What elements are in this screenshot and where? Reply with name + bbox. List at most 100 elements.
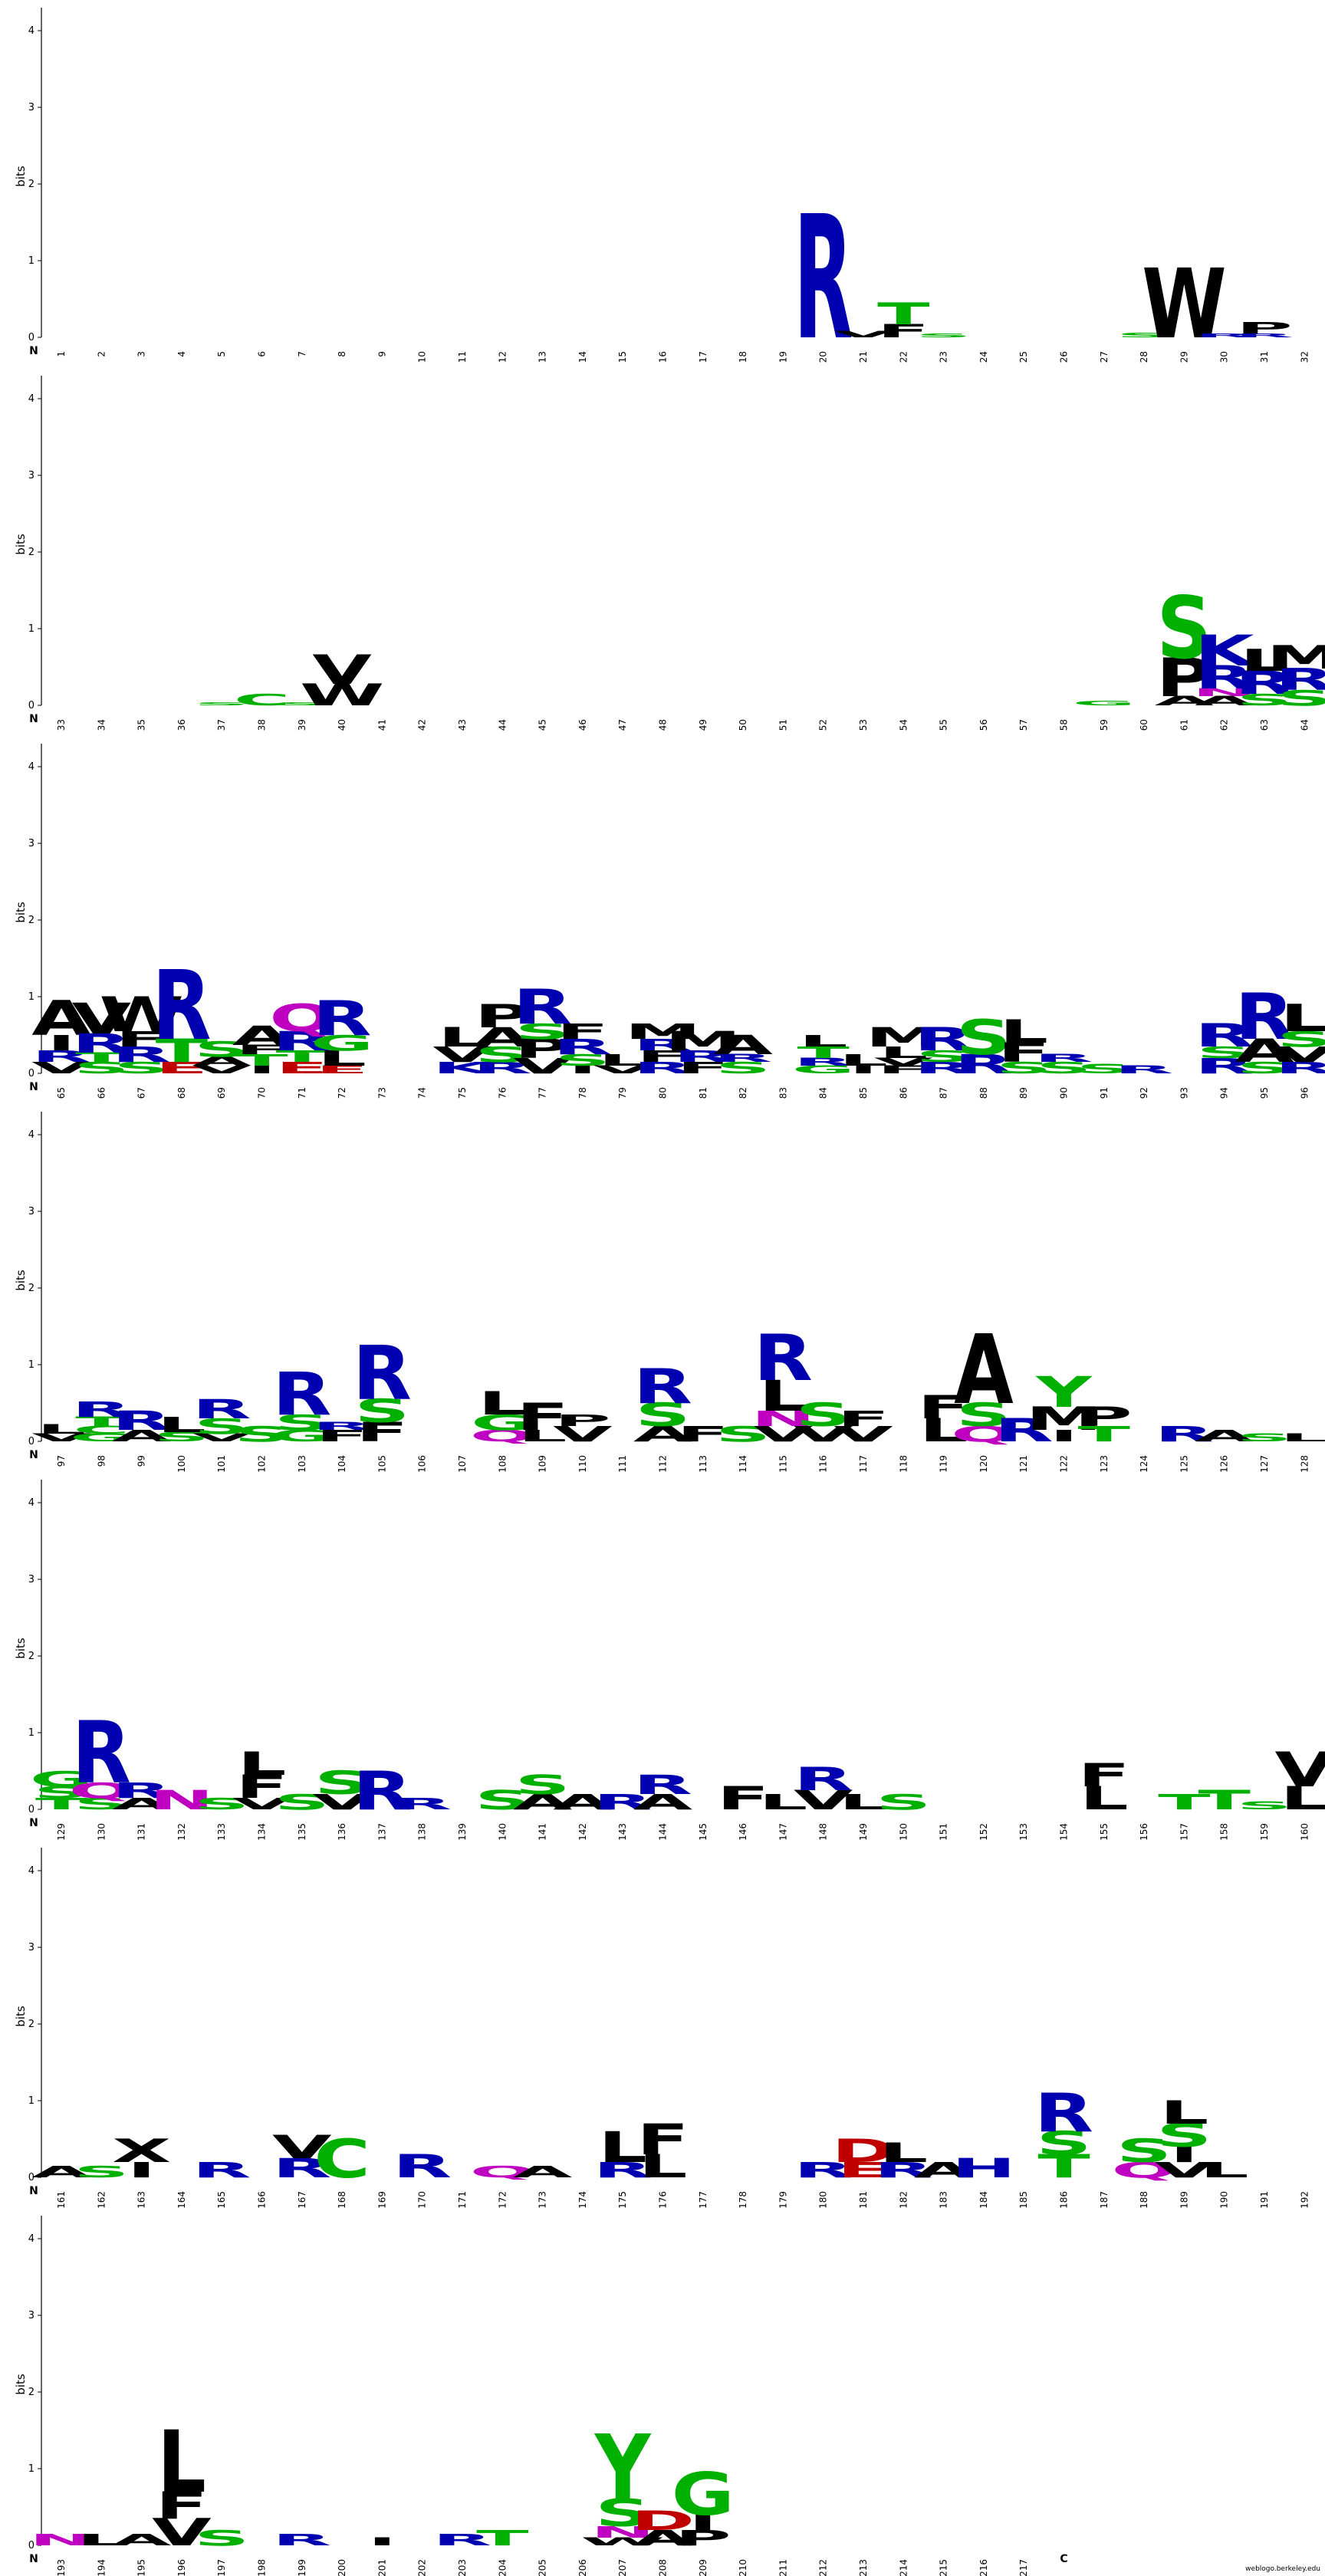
position-label: 163 xyxy=(136,2191,147,2209)
position-label: 153 xyxy=(1018,1823,1029,1841)
residue-glyph: G xyxy=(271,1427,334,1445)
position-label: 18 xyxy=(738,351,748,363)
position-label: 44 xyxy=(497,719,508,731)
y-tick-label: 3 xyxy=(28,470,35,481)
position-label: 48 xyxy=(658,719,669,731)
residue-glyph: L xyxy=(518,1427,567,1445)
position-label: 143 xyxy=(617,1823,628,1841)
position-label: 64 xyxy=(1299,719,1310,731)
residue-glyph: P xyxy=(675,2526,731,2551)
residue-glyph: V xyxy=(152,2511,212,2555)
position-label: 113 xyxy=(698,1455,709,1473)
residue-glyph: S xyxy=(715,1422,771,1447)
residue-glyph: V xyxy=(72,994,132,1043)
residue-glyph: L xyxy=(1159,2095,1208,2131)
position-label: 216 xyxy=(978,2559,989,2576)
position-label: 192 xyxy=(1299,2191,1310,2209)
residue-glyph: V xyxy=(1275,1043,1325,1067)
residue-glyph: R xyxy=(1034,1052,1093,1064)
position-label: 23 xyxy=(939,351,949,363)
residue-glyph: L xyxy=(839,1051,888,1070)
residue-glyph: S xyxy=(956,1397,1011,1434)
residue-glyph: V xyxy=(31,1059,91,1077)
residue-glyph: S xyxy=(1277,686,1325,711)
residue-glyph: L xyxy=(1280,997,1325,1040)
residue-glyph: A xyxy=(1195,1427,1254,1445)
y-tick-label: 0 xyxy=(28,700,35,711)
position-label: 105 xyxy=(376,1455,387,1473)
y-tick-label: 1 xyxy=(28,1727,35,1739)
residue-glyph: G xyxy=(792,1063,855,1076)
footer-credit: weblogo.berkeley.edu xyxy=(1245,2565,1320,2573)
y-tick-label: 4 xyxy=(28,1865,35,1877)
residue-glyph: R xyxy=(593,1790,653,1815)
y-tick-label: 2 xyxy=(28,1651,35,1662)
y-axis-title: bits xyxy=(14,166,28,187)
n-terminus-label: N xyxy=(29,345,38,357)
residue-glyph: V xyxy=(192,1063,252,1076)
residue-glyph: F xyxy=(235,1769,288,1806)
residue-glyph: N xyxy=(1192,686,1257,698)
residue-glyph: L xyxy=(1280,1780,1325,1817)
position-label: 55 xyxy=(939,719,949,731)
position-label: 145 xyxy=(698,1823,709,1841)
residue-glyph: R xyxy=(954,1049,1013,1080)
position-label: 9 xyxy=(376,351,387,357)
residue-glyph: R xyxy=(473,1059,532,1077)
position-label: 125 xyxy=(1179,1455,1189,1473)
residue-glyph: L xyxy=(758,1790,807,1815)
position-label: 19 xyxy=(778,351,788,363)
residue-glyph: T xyxy=(1078,1422,1130,1447)
position-label: 49 xyxy=(698,719,709,731)
residue-glyph: T xyxy=(1037,2148,1090,2185)
position-label: 13 xyxy=(538,351,548,363)
residue-glyph: R xyxy=(1195,1054,1254,1079)
residue-glyph: R xyxy=(1235,333,1294,339)
position-label: 157 xyxy=(1179,1823,1189,1841)
position-label: 76 xyxy=(497,1087,508,1099)
y-tick-label: 2 xyxy=(28,2019,35,2030)
residue-glyph: S xyxy=(595,2492,650,2535)
position-label: 175 xyxy=(617,2191,628,2209)
residue-glyph: T xyxy=(75,1050,127,1064)
residue-glyph: R xyxy=(272,2531,331,2549)
residue-glyph: A xyxy=(633,1422,693,1447)
y-tick-label: 0 xyxy=(28,2540,35,2551)
position-label: 25 xyxy=(1018,351,1029,363)
y-tick-label: 0 xyxy=(28,1804,35,1815)
residue-glyph: R xyxy=(794,1761,853,1798)
residue-glyph: A xyxy=(513,1790,573,1815)
position-label: 152 xyxy=(978,1823,989,1841)
residue-glyph: F xyxy=(636,2115,689,2164)
residue-glyph: Q xyxy=(470,2163,535,2181)
residue-glyph: G xyxy=(70,1431,133,1444)
position-label: 151 xyxy=(939,1823,949,1841)
residue-glyph: N xyxy=(150,1785,214,1816)
position-label: 128 xyxy=(1299,1455,1310,1473)
position-label: 181 xyxy=(858,2191,869,2209)
residue-glyph: V xyxy=(874,1056,934,1068)
position-label: 118 xyxy=(898,1455,909,1473)
position-label: 178 xyxy=(738,2191,748,2209)
y-tick-label: 2 xyxy=(28,547,35,558)
residue-glyph: R xyxy=(673,1047,732,1066)
residue-glyph: F xyxy=(677,1422,729,1447)
y-tick-label: 4 xyxy=(28,1497,35,1509)
residue-glyph: T xyxy=(35,1795,87,1813)
position-label: 94 xyxy=(1219,1087,1230,1099)
residue-glyph: R xyxy=(313,991,372,1046)
position-label: 20 xyxy=(818,351,829,363)
residue-glyph: S xyxy=(1116,2133,1172,2170)
residue-glyph: S xyxy=(916,1047,972,1066)
y-tick-label: 3 xyxy=(28,838,35,849)
residue-glyph: S xyxy=(275,1790,330,1815)
position-label: 214 xyxy=(898,2559,909,2576)
position-label: 3 xyxy=(136,351,147,357)
residue-glyph: R xyxy=(112,1043,171,1067)
position-label: 211 xyxy=(778,2559,788,2576)
position-label: 137 xyxy=(376,1823,387,1841)
residue-glyph: E xyxy=(156,1059,208,1077)
position-label: 190 xyxy=(1219,2191,1230,2209)
residue-glyph: P xyxy=(515,1033,570,1065)
